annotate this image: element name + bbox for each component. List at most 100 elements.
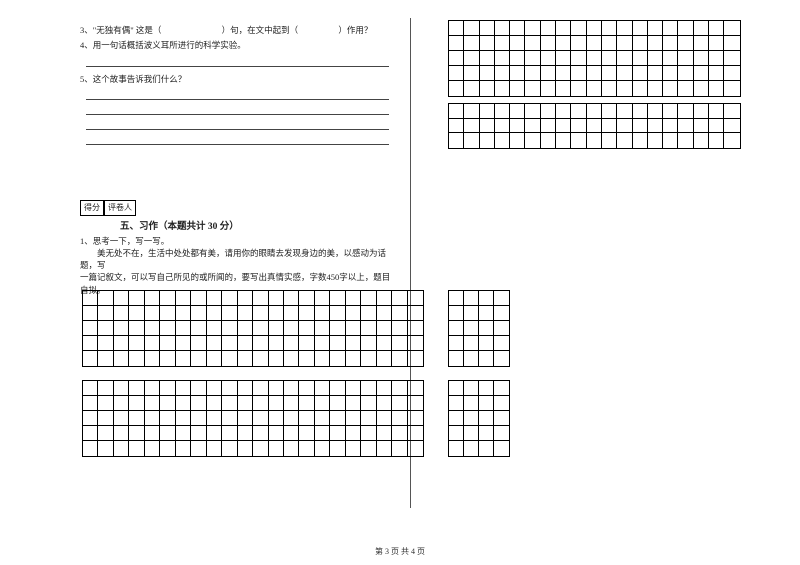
writing-cell [222,396,237,411]
writing-cell [556,21,571,36]
writing-cell [207,321,222,336]
writing-grid-top-right-upper [448,20,741,97]
writing-cell [191,336,206,351]
writing-grid-essay-2-right [448,380,510,457]
writing-cell [602,51,617,66]
writing-cell [238,396,253,411]
writing-cell [330,321,345,336]
essay-prompt: 1、思考一下，写一写。 美无处不在，生活中处处都有美，请用你的眼睛去发现身边的美… [80,235,395,297]
writing-cell [464,51,479,66]
writing-cell [377,441,392,456]
writing-cell [114,441,129,456]
writing-cell [160,381,175,396]
writing-cell [392,351,407,366]
writing-cell [495,119,510,134]
writing-cell [160,426,175,441]
writing-cell [346,336,361,351]
writing-cell [617,119,632,134]
writing-cell [346,351,361,366]
writing-grid-essay-1-right [448,290,510,367]
writing-cell [145,321,160,336]
writing-cell [694,119,709,134]
writing-cell [464,336,479,351]
writing-cell [571,104,586,119]
writing-cell [330,411,345,426]
writing-cell [315,411,330,426]
writing-cell [408,411,423,426]
writing-cell [525,133,540,148]
writing-cell [299,306,314,321]
writing-cell [510,119,525,134]
writing-cell [556,36,571,51]
writing-cell [479,411,494,426]
writing-cell [602,36,617,51]
writing-cell [222,291,237,306]
writing-cell [587,119,602,134]
writing-cell [330,396,345,411]
writing-cell [361,306,376,321]
writing-cell [238,411,253,426]
writing-cell [480,133,495,148]
writing-cell [98,351,113,366]
writing-cell [129,336,144,351]
writing-cell [494,426,509,441]
writing-cell [284,411,299,426]
writing-cell [494,396,509,411]
writing-cell [464,381,479,396]
score-box: 得分评卷人 [80,200,395,216]
writing-cell [284,306,299,321]
writing-cell [330,351,345,366]
writing-cell [633,36,648,51]
writing-cell [284,351,299,366]
writing-cell [191,291,206,306]
writing-cell [709,21,724,36]
writing-cell [191,306,206,321]
writing-cell [222,426,237,441]
writing-cell [525,81,540,96]
writing-cell [160,306,175,321]
writing-grid-essay-1 [82,290,424,367]
writing-cell [587,133,602,148]
writing-cell [709,51,724,66]
writing-cell [541,133,556,148]
writing-cell [361,321,376,336]
writing-cell [392,321,407,336]
writing-cell [238,441,253,456]
writing-cell [495,51,510,66]
writing-cell [377,411,392,426]
writing-cell [449,36,464,51]
writing-cell [207,381,222,396]
writing-cell [114,306,129,321]
writing-cell [83,396,98,411]
writing-cell [315,441,330,456]
writing-cell [449,411,464,426]
writing-cell [299,426,314,441]
writing-cell [571,51,586,66]
writing-cell [525,119,540,134]
writing-cell [253,291,268,306]
writing-cell [377,381,392,396]
writing-cell [663,119,678,134]
writing-cell [541,66,556,81]
writing-cell [129,306,144,321]
writing-cell [238,291,253,306]
writing-cell [160,411,175,426]
writing-cell [480,81,495,96]
writing-cell [408,336,423,351]
page-footer: 第 3 页 共 4 页 [0,546,800,557]
writing-cell [694,81,709,96]
writing-cell [299,351,314,366]
writing-cell [663,21,678,36]
writing-cell [633,81,648,96]
writing-cell [495,104,510,119]
writing-cell [315,336,330,351]
writing-cell [83,351,98,366]
question-3: 3、"无独有偶" 这是（ ）句，在文中起到（ ）作用？ [80,24,395,37]
writing-cell [408,396,423,411]
writing-cell [191,411,206,426]
writing-cell [114,396,129,411]
writing-cell [207,411,222,426]
writing-cell [361,336,376,351]
writing-cell [678,21,693,36]
writing-cell [145,336,160,351]
